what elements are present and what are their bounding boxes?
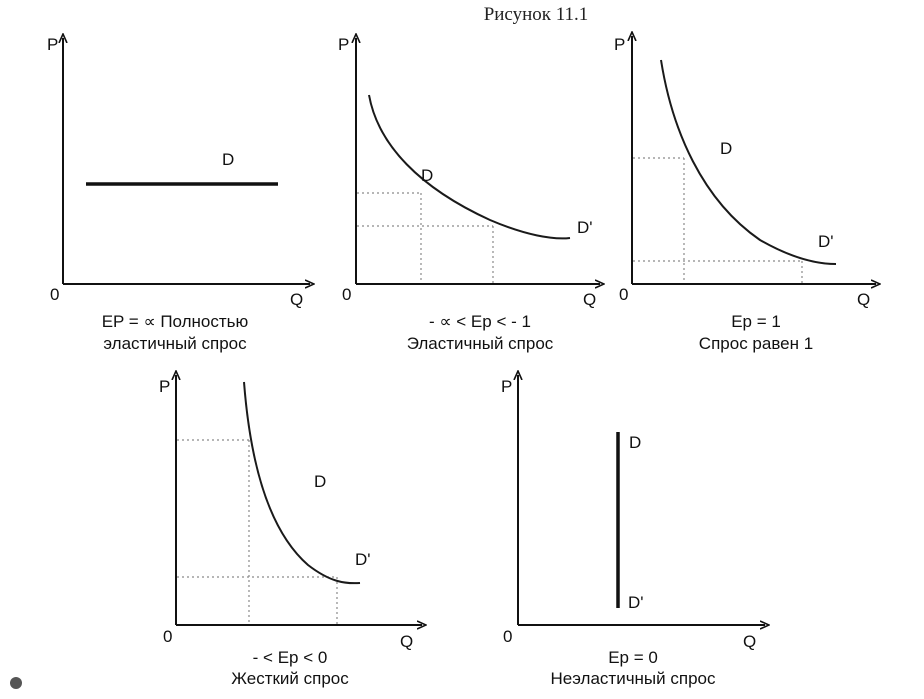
origin-label: 0: [503, 627, 512, 646]
panel-elastic: P Q 0 D D' - ∝ < Eр < - 1 Эластичный спр…: [338, 35, 600, 353]
demand-label: D: [314, 472, 326, 491]
origin-label: 0: [342, 285, 351, 304]
price-axis-label: P: [47, 35, 58, 54]
demand-end-label: D': [577, 218, 593, 237]
panel-perfectly-inelastic: P Q 0 D D' Eр = 0 Неэластичный спрос: [501, 375, 765, 688]
quantity-axis-label: Q: [743, 632, 756, 651]
panel-perfectly-elastic: P Q 0 D EP = ∝ Полностью эластичный спро…: [47, 35, 310, 353]
price-axis-label: P: [501, 377, 512, 396]
caption-line-1: Eр = 0: [608, 648, 658, 667]
origin-label: 0: [163, 627, 172, 646]
demand-curve: [243, 381, 361, 585]
demand-end-label: D': [355, 550, 371, 569]
price-axis-label: P: [614, 35, 625, 54]
price-axis-label: P: [159, 377, 170, 396]
panel-unit-elastic: P Q 0 D D' Eр = 1 Спрос равен 1: [614, 35, 876, 353]
demand-label: D: [222, 150, 234, 169]
caption-line-2: Эластичный спрос: [407, 334, 554, 353]
panel-inelastic: P Q 0 D D' - < Eр < 0 Жесткий спрос: [159, 375, 422, 688]
figure-title: Рисунок 11.1: [484, 4, 589, 25]
quantity-axis-label: Q: [583, 290, 596, 309]
caption-line-2: Жесткий спрос: [231, 669, 349, 688]
origin-label: 0: [619, 285, 628, 304]
caption-line-1: Eр = 1: [731, 312, 781, 331]
price-axis-label: P: [338, 35, 349, 54]
caption-line-1: - ∝ < Eр < - 1: [429, 312, 531, 331]
quantity-axis-label: Q: [857, 290, 870, 309]
demand-label: D: [629, 433, 641, 452]
bullet-dot: [10, 677, 22, 689]
origin-label: 0: [50, 285, 59, 304]
quantity-axis-label: Q: [290, 290, 303, 309]
caption-line-1: - < Eр < 0: [253, 648, 328, 667]
demand-curve: [368, 94, 571, 240]
demand-label: D: [421, 166, 433, 185]
demand-end-label: D': [818, 232, 834, 251]
caption-line-2: Неэластичный спрос: [551, 669, 716, 688]
demand-end-label: D': [628, 593, 644, 612]
caption-line-2: эластичный спрос: [103, 334, 247, 353]
demand-curve: [660, 59, 837, 265]
demand-label: D: [720, 139, 732, 158]
quantity-axis-label: Q: [400, 632, 413, 651]
caption-line-2: Спрос равен 1: [699, 334, 813, 353]
caption-line-1: EP = ∝ Полностью: [102, 312, 249, 331]
